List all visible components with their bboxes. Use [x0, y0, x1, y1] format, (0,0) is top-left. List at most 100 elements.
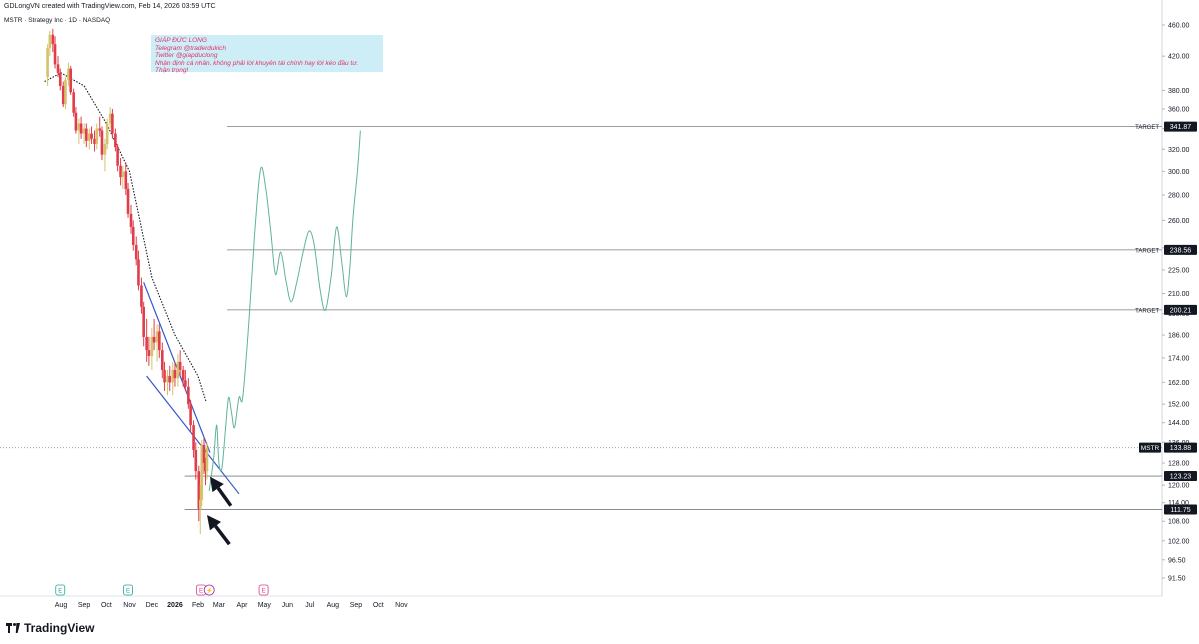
price-tick-label: 225.00: [1168, 267, 1190, 274]
note-line: Twitter @giapduclong: [155, 52, 218, 60]
level-price-text: 200.21: [1170, 307, 1192, 314]
level-label: TARGET: [1135, 248, 1159, 254]
time-tick-label: Nov: [123, 602, 136, 609]
note-line: Thận trọng!: [155, 67, 189, 75]
brand-name: TradingView: [24, 621, 95, 635]
price-tick-label: 91.50: [1168, 576, 1186, 583]
earnings-event-marker[interactable]: [55, 584, 66, 596]
projection-path[interactable]: [208, 130, 361, 491]
candle-body: [51, 34, 55, 45]
candle-body: [111, 113, 114, 134]
candle-body: [103, 143, 107, 155]
time-tick-label: Oct: [373, 602, 384, 609]
level-price-text: 123.23: [1170, 474, 1192, 481]
arrow-head[interactable]: [209, 476, 224, 493]
candle-body: [93, 138, 96, 144]
level-price-badge: [1164, 244, 1197, 255]
candle-body: [145, 336, 148, 351]
candle-body: [67, 68, 70, 80]
note-line: Telegram @traderdukich: [155, 44, 227, 52]
time-tick-label: Nov: [395, 602, 408, 609]
time-tick-label: Dec: [146, 602, 159, 609]
candle-body: [72, 92, 75, 113]
time-tick-label: Oct: [101, 602, 112, 609]
candle-body: [152, 336, 156, 343]
time-tick-label: Aug: [55, 602, 68, 609]
candle-body: [163, 369, 166, 383]
arrow-shaft[interactable]: [214, 525, 231, 546]
time-tick-label: Jun: [282, 602, 293, 609]
candle-body: [205, 447, 209, 472]
candle-body: [58, 72, 62, 86]
candle-body: [95, 128, 99, 144]
level-price-text: 111.75: [1170, 507, 1190, 514]
candle-body: [124, 171, 128, 189]
event-marker-label: E: [126, 588, 130, 594]
candle-body: [46, 48, 49, 78]
price-tick-label: 96.50: [1168, 557, 1186, 564]
candle-body: [192, 425, 195, 450]
candle-body: [82, 128, 86, 134]
level-label: TARGET: [1135, 125, 1159, 131]
last-price-symbol-badge: [1139, 442, 1161, 453]
tradingview-brand[interactable]: TradingView: [6, 621, 94, 635]
event-marker-label: ⚡: [205, 586, 212, 594]
candle-body: [147, 350, 151, 356]
earnings-event-marker[interactable]: [123, 584, 133, 596]
tradingview-logo-icon: [6, 623, 20, 633]
candle-body: [142, 306, 145, 337]
candle-body: [198, 499, 202, 509]
symbol-legend[interactable]: MSTR · Strategy Inc · 1D · NASDAQ: [4, 17, 111, 24]
candle-body: [134, 244, 138, 260]
candle-body: [131, 227, 135, 245]
candle-body: [158, 331, 161, 351]
candle-body: [53, 44, 57, 65]
time-tick-label: May: [258, 602, 272, 609]
candle-body: [98, 128, 102, 131]
candle-body: [155, 331, 159, 343]
candle-body: [108, 113, 112, 124]
candle-body: [74, 112, 78, 131]
candle-body: [79, 123, 83, 134]
level-price-text: 238.56: [1170, 247, 1192, 254]
price-tick-label: 260.00: [1168, 218, 1190, 225]
candle-body: [69, 68, 72, 93]
earnings-event-marker[interactable]: [258, 584, 269, 596]
candle-body: [189, 404, 192, 426]
event-marker-label: E: [262, 588, 266, 594]
level-price-badge: [1164, 471, 1197, 482]
price-tick-label: 114.00: [1168, 500, 1189, 507]
time-tick-label: Aug: [327, 602, 340, 609]
time-tick-label: Mar: [213, 602, 226, 609]
candle-body: [150, 336, 154, 356]
arrow-shaft[interactable]: [216, 487, 233, 507]
candle-body: [184, 380, 187, 387]
price-tick-label: 460.00: [1168, 23, 1190, 30]
candle-body: [166, 376, 169, 383]
price-tick-label: 360.00: [1168, 106, 1190, 113]
price-tick-label: 280.00: [1168, 192, 1190, 199]
candle-body: [77, 123, 81, 131]
price-tick-label: 152.00: [1168, 402, 1190, 409]
level-label: TARGET: [1135, 308, 1159, 314]
dividend-event-marker[interactable]: [203, 584, 215, 596]
level-price-badge: [1164, 121, 1197, 132]
price-tick-label: 420.00: [1168, 54, 1190, 61]
time-tick-label: Apr: [237, 602, 249, 609]
level-price-text: 341.87: [1170, 124, 1192, 131]
candle-body: [168, 376, 172, 383]
candle-body: [140, 285, 143, 307]
last-price-symbol-text: MSTR: [1141, 445, 1160, 452]
price-tick-label: 380.00: [1168, 88, 1190, 95]
candle-body: [48, 34, 52, 49]
candle-body: [85, 128, 88, 141]
candle-body: [137, 259, 140, 286]
candle-body: [171, 369, 175, 383]
price-tick-label: 102.00: [1168, 538, 1190, 545]
candle-body: [204, 463, 207, 472]
price-tick-label: 320.00: [1168, 147, 1190, 154]
price-tick-label: 174.00: [1168, 355, 1190, 362]
arrow-head[interactable]: [206, 514, 222, 531]
candle-body: [202, 444, 206, 464]
